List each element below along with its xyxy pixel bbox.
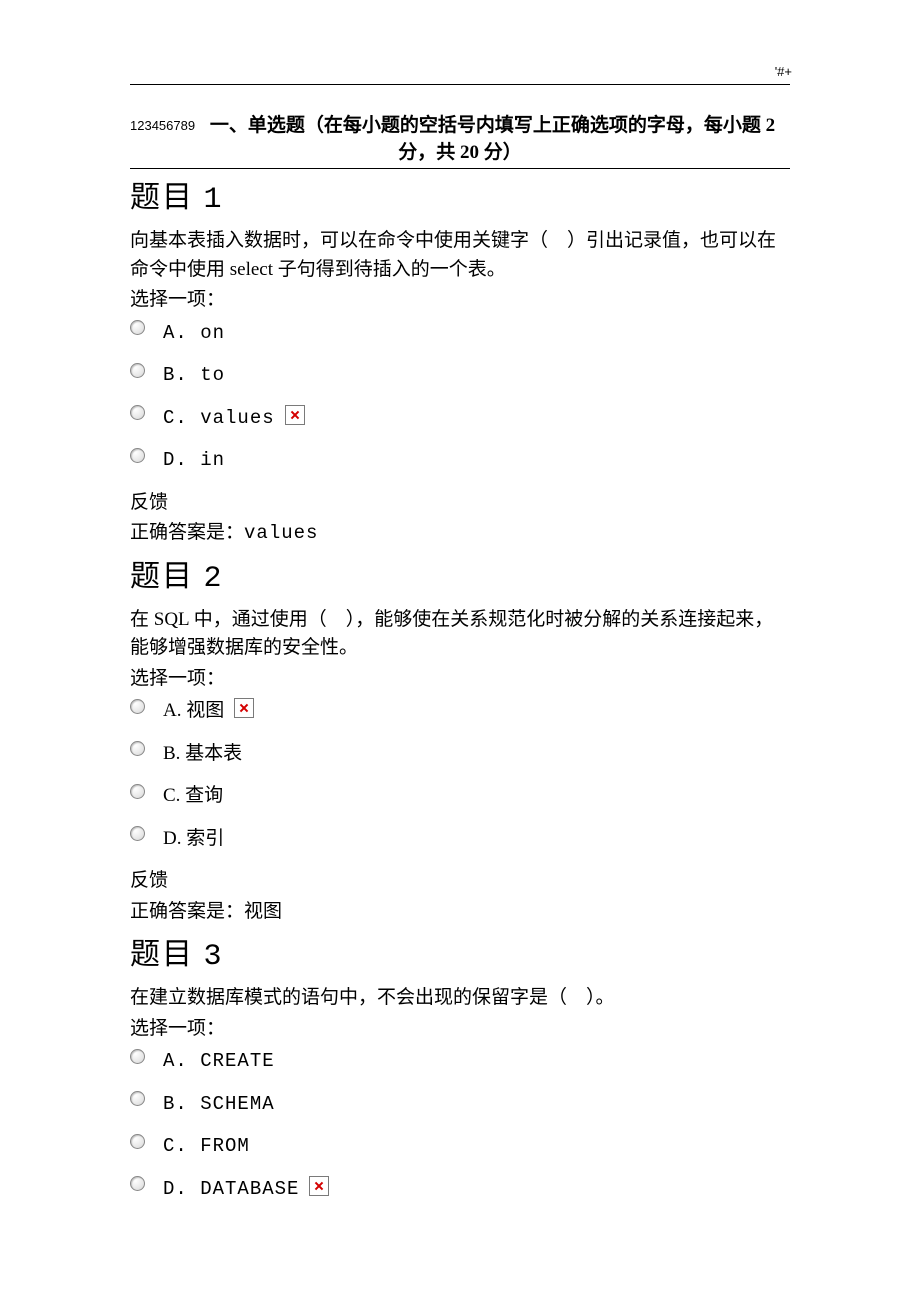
radio-button[interactable] <box>130 1134 145 1149</box>
radio-button[interactable] <box>130 826 145 841</box>
option-text: D. in <box>163 446 225 475</box>
header-mark: '#+ <box>775 62 792 82</box>
correct-answer-line: 正确答案是：视图 <box>130 898 790 927</box>
option-text: A. CREATE <box>163 1047 275 1076</box>
select-one-label: 选择一项： <box>130 286 790 315</box>
broken-image-icon <box>234 698 254 718</box>
question-block: 题目 3 在建立数据库模式的语句中，不会出现的保留字是（ ）。选择一项： A. CR… <box>130 932 790 1203</box>
option-text: C. FROM <box>163 1132 250 1161</box>
option-row: B. to <box>130 361 790 390</box>
option-text: C. 查询 <box>163 782 223 811</box>
correct-answer-value: values <box>244 522 318 544</box>
option-row: D. DATABASE <box>130 1175 790 1204</box>
question-number: 1 <box>204 183 222 217</box>
question-body: 在 SQL 中，通过使用（ ），能够使在关系规范化时被分解的关系连接起来，能够增… <box>130 606 790 663</box>
radio-button[interactable] <box>130 405 145 420</box>
option-text: D. DATABASE <box>163 1175 299 1204</box>
option-row: C. 查询 <box>130 782 790 811</box>
option-text: A. 视图 <box>163 697 224 726</box>
option-row: A. on <box>130 319 790 348</box>
option-text: B. SCHEMA <box>163 1090 275 1119</box>
radio-button[interactable] <box>130 363 145 378</box>
radio-button[interactable] <box>130 784 145 799</box>
option-row: A. CREATE <box>130 1047 790 1076</box>
option-row: D. 索引 <box>130 825 790 854</box>
radio-button[interactable] <box>130 448 145 463</box>
section-header: 123456789 一、单选题（在每小题的空括号内填写上正确选项的字母，每小题 … <box>130 113 790 169</box>
option-row: C. values <box>130 404 790 433</box>
select-one-label: 选择一项： <box>130 1015 790 1044</box>
top-rule <box>130 84 790 85</box>
question-title: 题目 1 <box>130 175 790 223</box>
radio-button[interactable] <box>130 1176 145 1191</box>
feedback-label: 反馈 <box>130 867 790 896</box>
select-one-label: 选择一项： <box>130 665 790 694</box>
option-row: D. in <box>130 446 790 475</box>
section-header-text: 一、单选题（在每小题的空括号内填写上正确选项的字母，每小题 2 分，共 20 分… <box>210 115 775 163</box>
option-row: A. 视图 <box>130 697 790 726</box>
option-text: A. on <box>163 319 225 348</box>
question-title-prefix: 题目 <box>130 938 204 971</box>
broken-image-icon <box>285 405 305 425</box>
radio-button[interactable] <box>130 699 145 714</box>
questions-container: 题目 1向基本表插入数据时，可以在命令中使用关键字（ ）引出记录值，也可以在命令… <box>130 175 790 1203</box>
radio-button[interactable] <box>130 320 145 335</box>
correct-answer-prefix: 正确答案是： <box>130 901 244 922</box>
question-title: 题目 3 <box>130 932 790 980</box>
question-body: 在建立数据库模式的语句中，不会出现的保留字是（ ）。 <box>130 984 790 1013</box>
question-title-prefix: 题目 <box>130 181 204 214</box>
correct-answer-value: 视图 <box>244 901 282 922</box>
radio-button[interactable] <box>130 1091 145 1106</box>
option-text: C. values <box>163 404 275 433</box>
option-row: C. FROM <box>130 1132 790 1161</box>
option-text: B. 基本表 <box>163 740 242 769</box>
correct-answer-prefix: 正确答案是： <box>130 522 244 543</box>
question-title-prefix: 题目 <box>130 560 204 593</box>
radio-button[interactable] <box>130 741 145 756</box>
question-body: 向基本表插入数据时，可以在命令中使用关键字（ ）引出记录值，也可以在命令中使用 … <box>130 227 790 284</box>
option-text: D. 索引 <box>163 825 224 854</box>
question-number: 3 <box>204 940 222 974</box>
question-block: 题目 1向基本表插入数据时，可以在命令中使用关键字（ ）引出记录值，也可以在命令… <box>130 175 790 548</box>
question-title: 题目 2 <box>130 554 790 602</box>
section-leading-number: 123456789 <box>130 117 195 135</box>
question-block: 题目 2在 SQL 中，通过使用（ ），能够使在关系规范化时被分解的关系连接起来… <box>130 554 790 927</box>
option-row: B. SCHEMA <box>130 1090 790 1119</box>
option-text: B. to <box>163 361 225 390</box>
correct-answer-line: 正确答案是：values <box>130 519 790 548</box>
page: '#+ 123456789 一、单选题（在每小题的空括号内填写上正确选项的字母，… <box>0 0 920 1302</box>
feedback-label: 反馈 <box>130 489 790 518</box>
broken-image-icon <box>309 1176 329 1196</box>
option-row: B. 基本表 <box>130 740 790 769</box>
radio-button[interactable] <box>130 1049 145 1064</box>
question-number: 2 <box>204 562 222 596</box>
